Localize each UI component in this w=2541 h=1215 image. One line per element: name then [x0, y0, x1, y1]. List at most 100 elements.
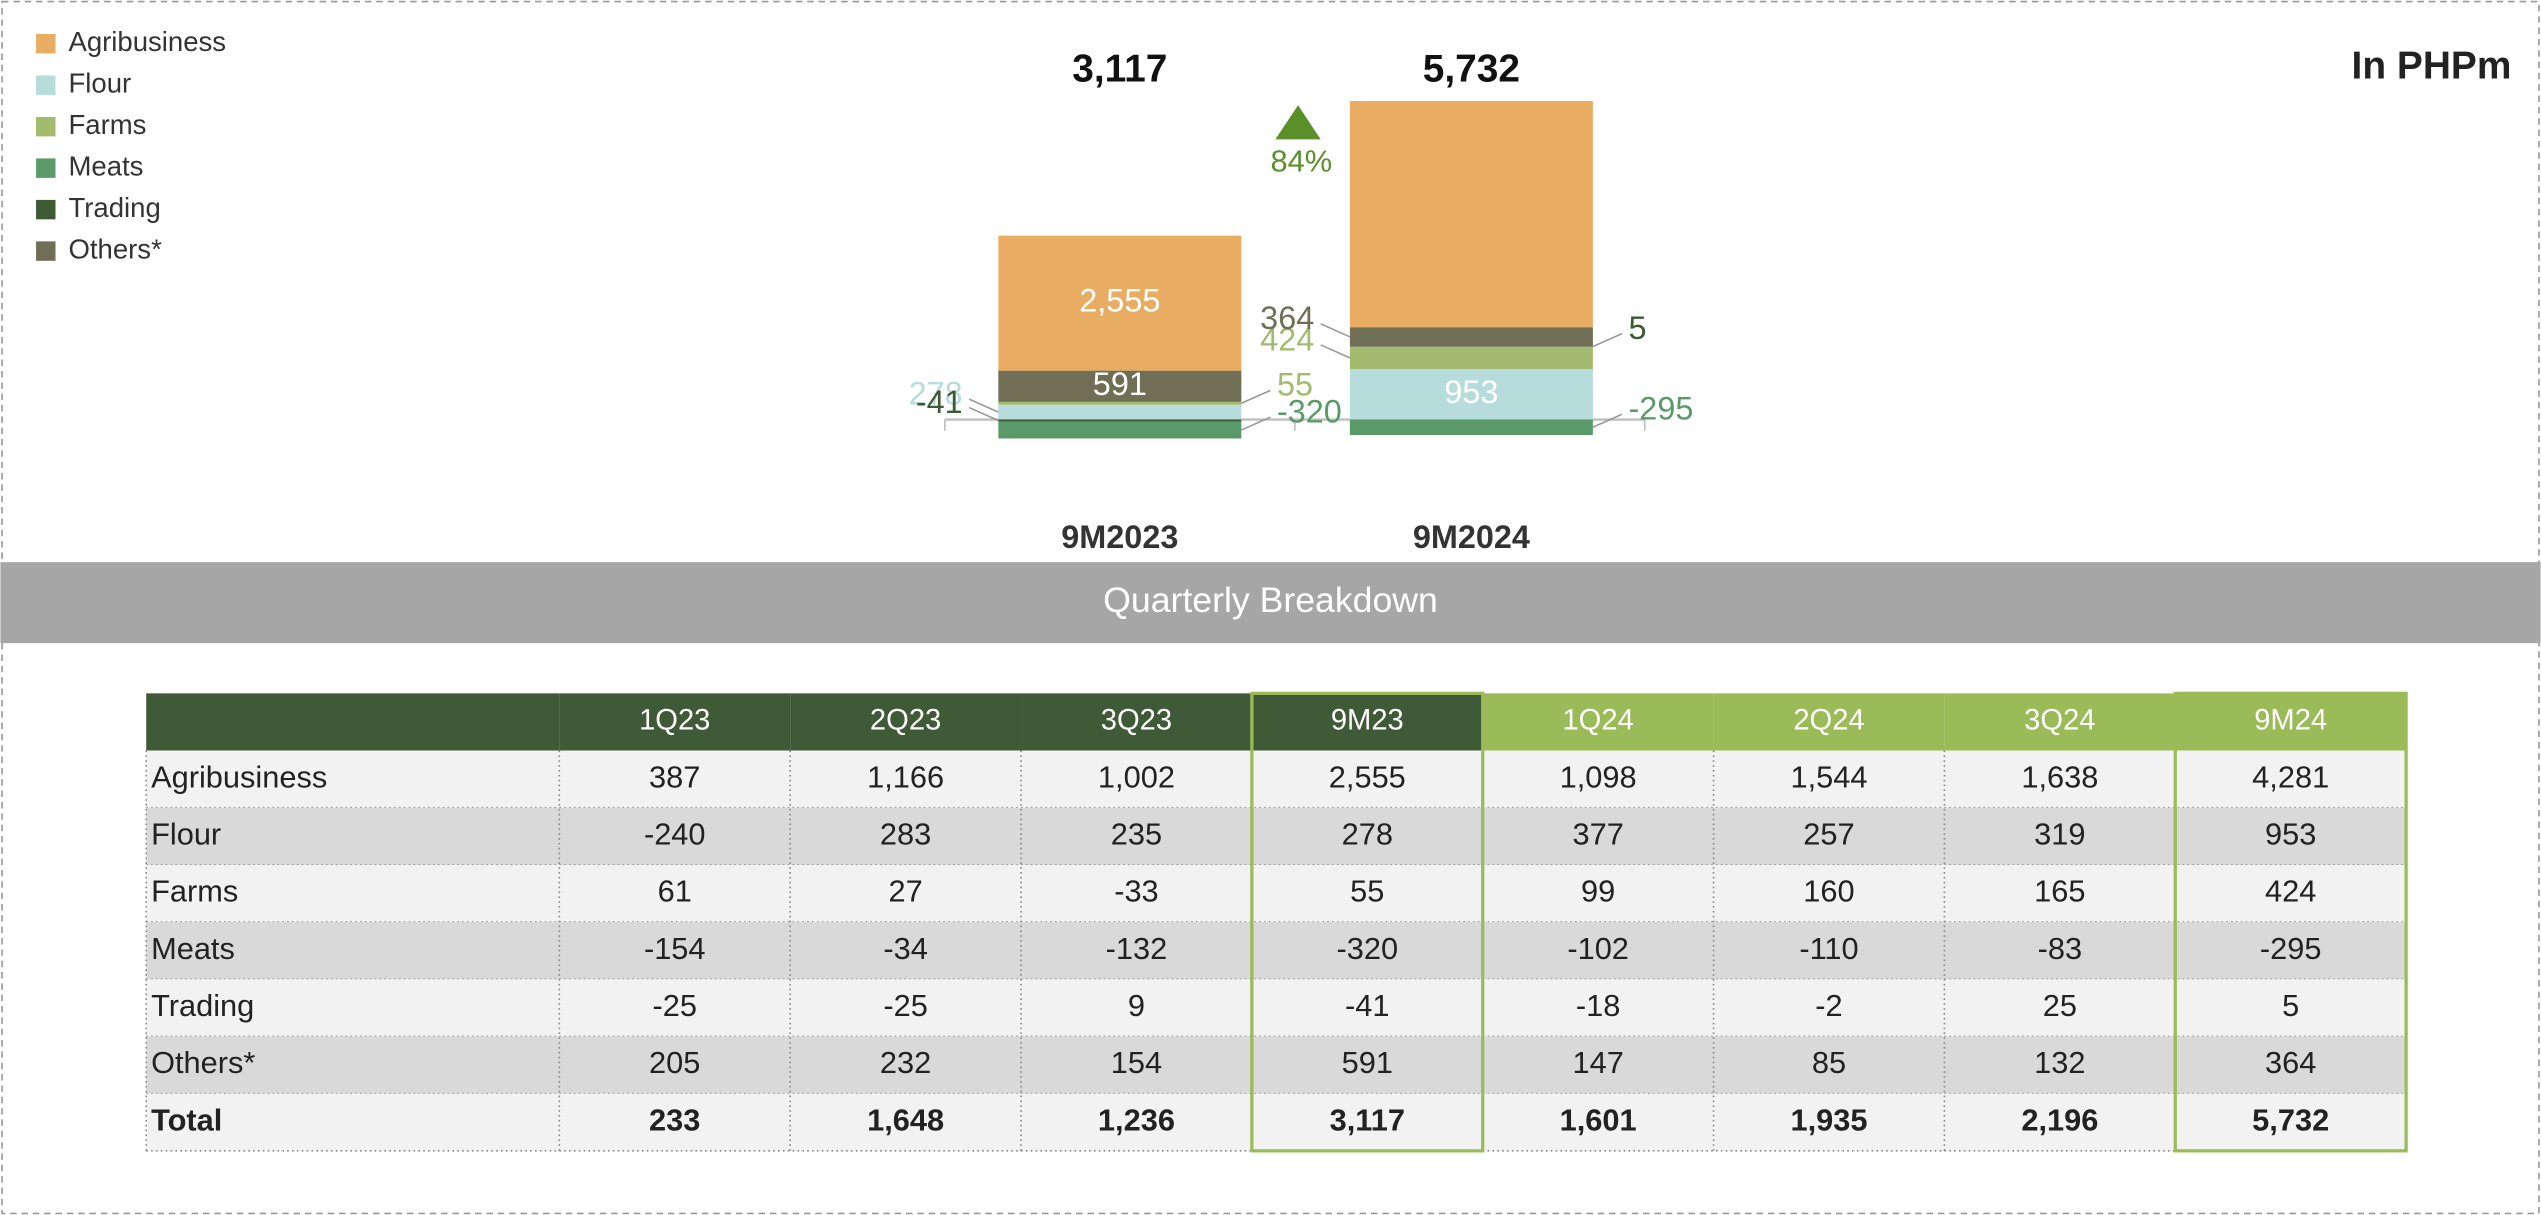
table-cell: -295: [2260, 931, 2322, 966]
bar-segment: [1349, 369, 1593, 420]
table-cell: 5: [2282, 988, 2299, 1023]
table-cell: 165: [2034, 874, 2085, 909]
table-cell: 2,555: [1329, 759, 1406, 794]
table-row: [146, 807, 2407, 865]
data-label: -320: [1277, 393, 1342, 429]
table-header-text: 1Q23: [639, 705, 710, 737]
table-cell: -154: [644, 931, 706, 966]
row-label: Meats: [151, 931, 235, 966]
table-header-text: 9M24: [2254, 705, 2327, 737]
table-header-text: 1Q24: [1562, 705, 1633, 737]
bar-segment: [998, 404, 1242, 420]
table-cell: -41: [1345, 988, 1389, 1023]
table-cell: 55: [1350, 874, 1384, 909]
bar-segment: [998, 419, 1242, 422]
change-label: 84%: [1270, 144, 1332, 179]
period-outline: [2173, 691, 2408, 1153]
table-header-text: 9M23: [1331, 705, 1404, 737]
table-cell: -2: [1815, 988, 1842, 1023]
legend-label: Trading: [68, 192, 160, 223]
table-cell: 160: [1803, 874, 1854, 909]
data-label: 364: [1260, 300, 1314, 336]
legend-swatch: [36, 199, 56, 220]
total-label: 5,732: [1423, 48, 1520, 91]
table-cell: 953: [2265, 816, 2316, 851]
table-cell: 319: [2034, 816, 2085, 851]
table-cell: 232: [880, 1045, 931, 1080]
category-label: 9M2023: [1061, 519, 1178, 555]
leader-line: [1241, 416, 1271, 431]
table-row: [146, 922, 2407, 980]
table-header-cell: [1482, 693, 1714, 751]
legend-swatch: [36, 75, 56, 95]
table-cell: -25: [883, 988, 927, 1023]
table-cell: 1,648: [867, 1102, 944, 1137]
leader-line: [1592, 413, 1623, 428]
legend-swatch: [36, 116, 56, 137]
unit-label: In PHPm: [2352, 44, 2512, 87]
table-header-cell: [1251, 693, 1483, 751]
leader-line: [1320, 344, 1351, 359]
table-cell: 1,638: [2021, 759, 2098, 794]
data-label: 2,555: [1079, 283, 1160, 319]
total-label: 3,117: [1072, 48, 1167, 91]
table-header-cell: [1713, 693, 1945, 751]
table-cell: -110: [1799, 931, 1858, 966]
row-label: Flour: [151, 816, 221, 851]
table-cell: 387: [649, 759, 700, 794]
table-cell: -102: [1567, 931, 1629, 966]
table-cell: 2,196: [2021, 1102, 2098, 1137]
table-cell: 377: [1572, 816, 1623, 851]
leader-line: [968, 398, 999, 413]
table-cell: 283: [880, 816, 931, 851]
table-row: [146, 1036, 2407, 1094]
table-header-text: 3Q24: [2024, 705, 2095, 737]
table-header-text: 3Q23: [1101, 705, 1172, 737]
legend-swatch: [36, 158, 56, 178]
bar-segment: [998, 235, 1242, 371]
legend-swatch: [36, 34, 56, 54]
data-label: 278: [909, 375, 963, 411]
data-label: -295: [1629, 391, 1694, 427]
table-cell: 85: [1812, 1045, 1846, 1080]
data-label: 55: [1277, 367, 1313, 403]
row-label: Total: [151, 1102, 222, 1137]
table-cell: 235: [1111, 816, 1162, 851]
data-label: 591: [1093, 366, 1147, 402]
banner-text: Quarterly Breakdown: [1103, 580, 1438, 620]
table-cell: -132: [1106, 931, 1168, 966]
legend-label: Flour: [68, 67, 131, 98]
table-cell: 9: [1128, 988, 1145, 1023]
data-label: 424: [1260, 321, 1314, 357]
table-row: [146, 750, 2407, 808]
banner: [0, 562, 2541, 644]
table-header-cell: [1944, 693, 2176, 751]
row-label: Farms: [151, 874, 238, 909]
bar-segment: [998, 401, 1242, 405]
legend-label: Meats: [68, 150, 143, 181]
table-row: [146, 864, 2407, 923]
table-header-cell: [146, 693, 560, 751]
table-header-cell: [1021, 693, 1252, 751]
table-cell: -18: [1576, 988, 1620, 1023]
data-label: -41: [916, 384, 963, 420]
table-cell: 4,281: [2252, 759, 2329, 794]
bar-segment: [998, 370, 1242, 402]
data-label: 5: [1629, 310, 1647, 346]
table-cell: -34: [883, 931, 927, 966]
table-cell: -33: [1114, 874, 1158, 909]
table-cell: 3,117: [1330, 1102, 1405, 1137]
data-label: 953: [1444, 374, 1498, 410]
table-cell: 424: [2265, 874, 2316, 909]
bar-segment: [998, 421, 1242, 439]
table-cell: 154: [1111, 1045, 1162, 1080]
table-cell: 27: [888, 874, 922, 909]
table-cell: -25: [653, 988, 697, 1023]
legend-swatch: [36, 241, 56, 261]
table-cell: 257: [1803, 816, 1854, 851]
leader-line: [1241, 389, 1271, 405]
table-cell: 278: [1342, 816, 1393, 851]
legend-label: Others*: [68, 233, 162, 264]
table-cell: 25: [2043, 988, 2077, 1023]
